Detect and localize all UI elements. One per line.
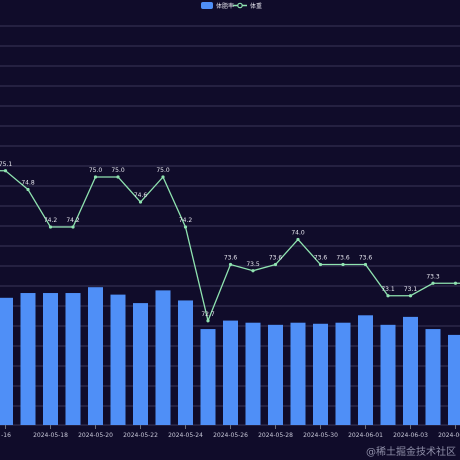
x-tick-label: 2024-05-20 [78, 432, 113, 439]
bar-series [0, 287, 460, 425]
data-labels: 75.1 74.8 74.2 74.2 75.0 75.0 74.6 75.0 74.2 72.7… [0, 161, 440, 318]
bar[interactable] [0, 297, 13, 425]
x-tick-label: 2024-06-03 [393, 432, 428, 439]
bar[interactable] [448, 334, 460, 425]
legend[interactable]: 体脂率 体重 [201, 2, 262, 10]
bar[interactable] [223, 320, 238, 425]
data-label: 73.6 [224, 255, 238, 262]
data-label: 73.6 [269, 255, 283, 262]
bar[interactable] [178, 300, 193, 425]
bar[interactable] [313, 323, 328, 425]
line-point[interactable] [71, 225, 75, 229]
data-label: 75.0 [156, 167, 170, 174]
line-point[interactable] [161, 175, 165, 179]
bar[interactable] [155, 290, 171, 425]
line-point[interactable] [431, 281, 435, 285]
line-point[interactable] [296, 237, 300, 242]
bar[interactable] [268, 324, 283, 425]
legend-swatch-bar [201, 2, 213, 9]
x-tick-label: 2024-05-22 [123, 432, 158, 439]
legend-label-bar: 体脂率 [216, 2, 234, 10]
legend-label-line: 体重 [250, 2, 262, 10]
bar[interactable] [425, 329, 441, 425]
x-tick-label: 2024-05-30 [303, 432, 338, 439]
data-label: 75.0 [111, 167, 125, 174]
bar[interactable] [20, 293, 36, 425]
line-point[interactable] [318, 262, 323, 267]
line-point[interactable] [408, 294, 413, 298]
line-point[interactable] [341, 262, 345, 267]
x-tick-label: 2024-06-01 [348, 432, 383, 439]
x-tick-label: 2024-05-18 [33, 432, 68, 439]
bar[interactable] [290, 322, 306, 425]
line-point[interactable] [26, 187, 30, 192]
x-tick-label: 2024-05-24 [168, 432, 203, 439]
bar[interactable] [110, 294, 126, 425]
data-label: 74.2 [66, 217, 80, 224]
x-tick-label: -16 [1, 432, 11, 439]
data-label: 73.1 [404, 286, 418, 293]
data-label: 72.7 [201, 311, 215, 318]
line-point[interactable] [138, 200, 143, 204]
line-point[interactable] [273, 262, 278, 267]
line-point[interactable] [183, 225, 188, 229]
data-label: 74.2 [44, 217, 58, 224]
data-label: 75.1 [0, 161, 12, 168]
data-label: 73.5 [246, 261, 260, 268]
line-point[interactable] [93, 175, 98, 179]
data-label: 74.6 [134, 192, 148, 199]
line-point[interactable] [386, 294, 390, 298]
data-label: 73.3 [426, 273, 440, 280]
bar[interactable] [133, 303, 148, 425]
legend-swatch-dot [237, 2, 243, 9]
data-label: 73.6 [336, 255, 350, 262]
bar[interactable] [88, 287, 103, 425]
data-label: 73.6 [359, 255, 373, 262]
line-series [0, 169, 460, 323]
bar[interactable] [43, 293, 58, 425]
line-point[interactable] [363, 262, 368, 267]
bar[interactable] [245, 322, 261, 425]
line-point[interactable] [251, 269, 255, 273]
line-point[interactable] [228, 262, 233, 267]
line-point[interactable] [48, 225, 53, 229]
bar[interactable] [200, 329, 216, 425]
data-label: 74.2 [179, 217, 193, 224]
bar[interactable] [335, 322, 351, 425]
x-axis-ticks: -16 2024-05-18 2024-05-20 2024-05-22 2024-05… [1, 425, 460, 439]
x-tick-label: 2024-05-28 [258, 432, 293, 439]
bar[interactable] [403, 316, 418, 425]
data-label: 74.0 [291, 230, 305, 237]
data-label: 74.8 [21, 180, 35, 187]
data-label: 73.6 [314, 255, 328, 262]
data-label: 75.0 [89, 167, 103, 174]
data-label: 73.1 [381, 286, 395, 293]
x-tick-label: 2024-06-05 [438, 432, 460, 439]
bar[interactable] [380, 324, 396, 425]
line-point[interactable] [3, 169, 8, 173]
line-point[interactable] [206, 319, 210, 323]
line-point[interactable] [116, 175, 120, 179]
line-point[interactable] [453, 281, 458, 285]
bar[interactable] [65, 293, 81, 425]
x-tick-label: 2024-05-26 [213, 432, 248, 439]
watermark: @稀土掘金技术社区 [366, 445, 456, 458]
bar[interactable] [358, 315, 373, 425]
